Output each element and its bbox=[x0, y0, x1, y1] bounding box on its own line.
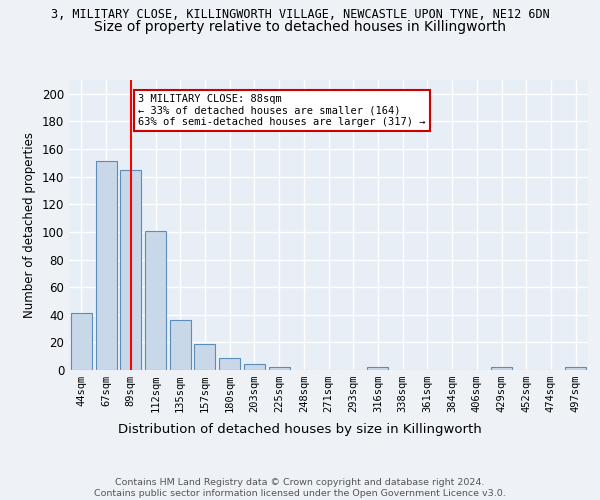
Bar bbox=[71, 314, 92, 370]
Bar bbox=[269, 367, 290, 370]
Bar bbox=[244, 364, 265, 370]
Text: 3, MILITARY CLOSE, KILLINGWORTH VILLAGE, NEWCASTLE UPON TYNE, NE12 6DN: 3, MILITARY CLOSE, KILLINGWORTH VILLAGE,… bbox=[50, 8, 550, 20]
Bar bbox=[219, 358, 240, 370]
Text: 3 MILITARY CLOSE: 88sqm
← 33% of detached houses are smaller (164)
63% of semi-d: 3 MILITARY CLOSE: 88sqm ← 33% of detache… bbox=[138, 94, 426, 127]
Bar bbox=[194, 344, 215, 370]
Bar bbox=[170, 320, 191, 370]
Bar bbox=[145, 230, 166, 370]
Y-axis label: Number of detached properties: Number of detached properties bbox=[23, 132, 36, 318]
Text: Size of property relative to detached houses in Killingworth: Size of property relative to detached ho… bbox=[94, 20, 506, 34]
Bar bbox=[367, 367, 388, 370]
Text: Distribution of detached houses by size in Killingworth: Distribution of detached houses by size … bbox=[118, 422, 482, 436]
Bar bbox=[491, 367, 512, 370]
Text: Contains HM Land Registry data © Crown copyright and database right 2024.
Contai: Contains HM Land Registry data © Crown c… bbox=[94, 478, 506, 498]
Bar bbox=[565, 367, 586, 370]
Bar bbox=[95, 162, 116, 370]
Bar bbox=[120, 170, 141, 370]
